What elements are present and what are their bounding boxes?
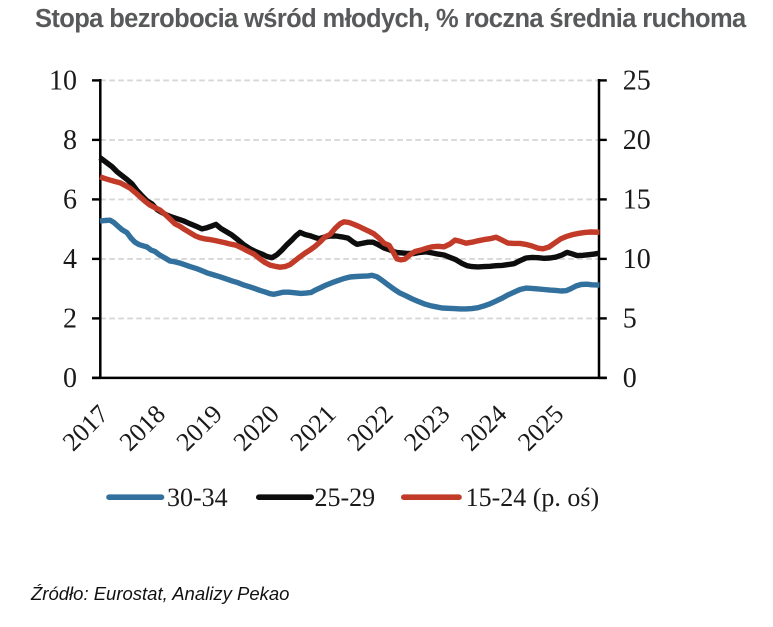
svg-text:10: 10 [623, 244, 651, 275]
svg-text:25: 25 [623, 66, 651, 97]
svg-text:25-29: 25-29 [315, 483, 376, 512]
svg-text:4: 4 [63, 244, 77, 275]
svg-text:20: 20 [623, 125, 651, 156]
svg-text:30-34: 30-34 [167, 483, 228, 512]
svg-text:5: 5 [623, 304, 637, 335]
svg-text:15-24 (p. oś): 15-24 (p. oś) [466, 483, 600, 512]
svg-text:2: 2 [63, 304, 77, 335]
svg-text:10: 10 [49, 66, 77, 97]
svg-text:0: 0 [63, 363, 77, 394]
svg-text:15: 15 [623, 185, 651, 216]
svg-text:6: 6 [63, 185, 77, 216]
svg-text:0: 0 [623, 363, 637, 394]
svg-text:8: 8 [63, 125, 77, 156]
